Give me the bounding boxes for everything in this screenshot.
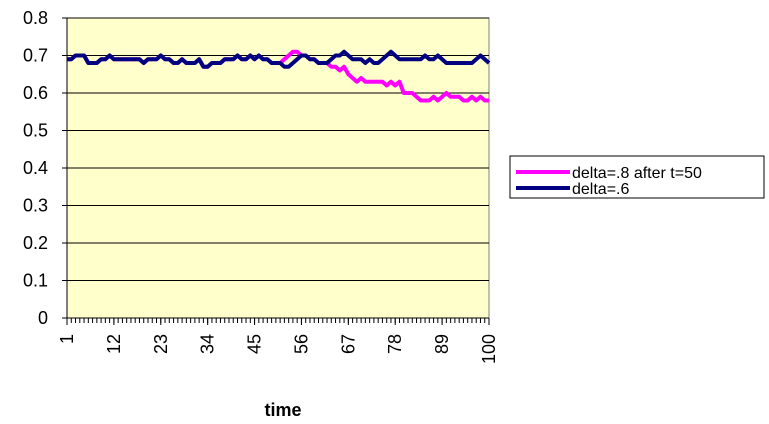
x-axis-title: time <box>264 400 301 420</box>
y-tick-label: 0 <box>38 308 48 328</box>
x-tick-label: 12 <box>104 334 124 354</box>
y-tick-label: 0.5 <box>23 121 48 141</box>
x-tick-label: 23 <box>151 334 171 354</box>
x-tick-label: 67 <box>338 334 358 354</box>
x-tick-label: 78 <box>385 334 405 354</box>
y-tick-label: 0.4 <box>23 158 48 178</box>
legend-label: delta=.6 <box>572 181 629 198</box>
y-tick-label: 0.6 <box>23 83 48 103</box>
x-tick-label: 89 <box>432 334 452 354</box>
legend-label: delta=.8 after t=50 <box>572 165 702 182</box>
y-tick-label: 0.2 <box>23 233 48 253</box>
x-tick-label: 100 <box>479 334 499 364</box>
y-tick-label: 0.1 <box>23 271 48 291</box>
x-tick-label: 34 <box>198 334 218 354</box>
y-tick-label: 0.8 <box>23 8 48 28</box>
legend <box>509 155 765 199</box>
y-tick-label: 0.7 <box>23 46 48 66</box>
x-tick-label: 1 <box>57 334 77 344</box>
x-tick-label: 45 <box>245 334 265 354</box>
y-tick-label: 0.3 <box>23 196 48 216</box>
x-tick-label: 56 <box>291 334 311 354</box>
series-line <box>67 49 491 69</box>
